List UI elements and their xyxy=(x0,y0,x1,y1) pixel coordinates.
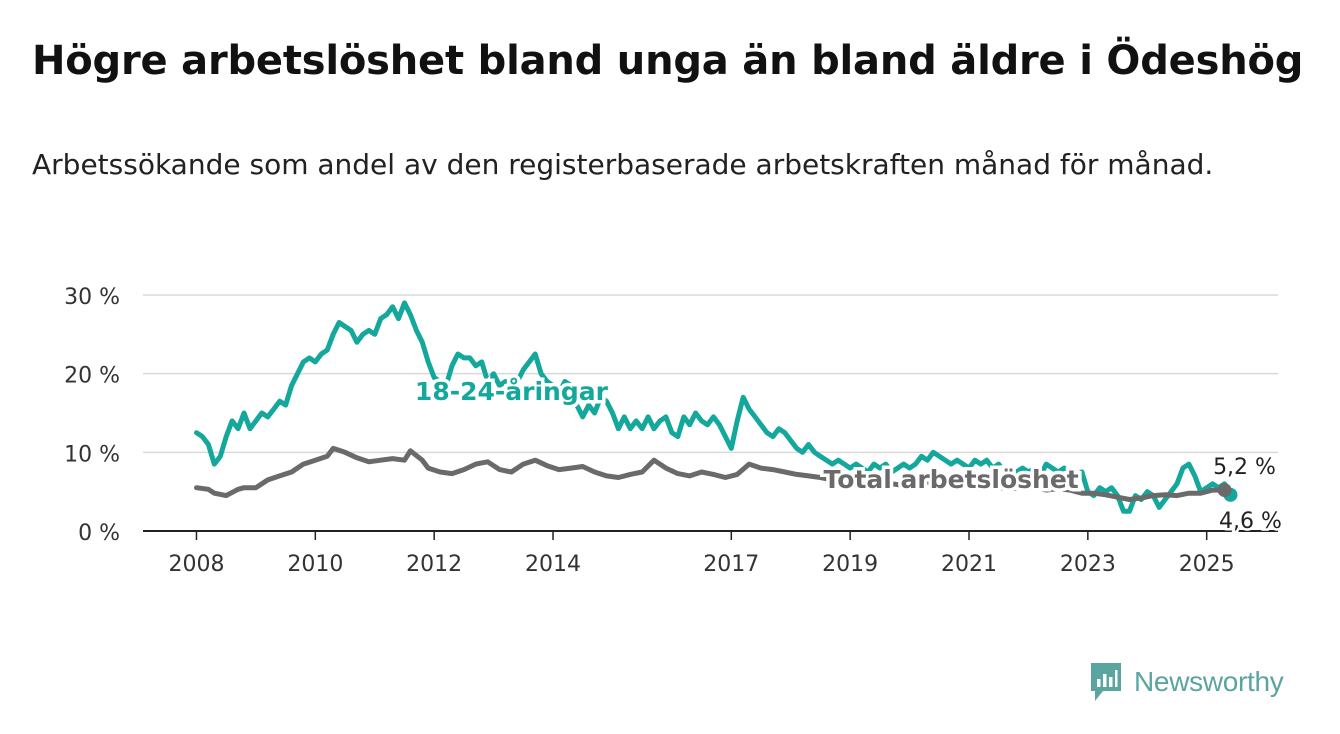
y-tick-label: 0 % xyxy=(78,521,120,546)
x-tick-label: 2012 xyxy=(406,552,462,577)
y-axis: 0 % 10 % 20 % 30 % xyxy=(64,285,120,546)
series-annotation: Total arbetslöshet xyxy=(824,465,1079,494)
series-line-1 xyxy=(194,445,1227,502)
y-tick-label: 20 % xyxy=(64,364,120,389)
x-tick-label: 2014 xyxy=(525,552,581,577)
series-line-0 xyxy=(194,300,1233,514)
series-end-label: 5,2 % xyxy=(1213,455,1276,480)
series-labels: 4,6 % 5,2 % 18-24-åringar Total arbetslöshe… xyxy=(411,373,1284,536)
grid-lines xyxy=(143,294,1278,454)
series-end-marker-1 xyxy=(1217,483,1232,498)
series-annotation: 18-24-åringar xyxy=(415,377,609,406)
chart-subtitle: Arbetssökande som andel av den registerb… xyxy=(32,148,1214,181)
newsworthy-logo-icon xyxy=(1091,663,1121,701)
brand-logo: Newsworthy xyxy=(1088,660,1284,704)
x-tick-label: 2019 xyxy=(822,552,878,577)
x-tick-label: 2023 xyxy=(1060,552,1116,577)
x-axis: 2008 2010 2012 2014 2017 2019 2021 2023 2025 xyxy=(143,530,1278,577)
brand-name: Newsworthy xyxy=(1134,666,1284,697)
x-tick-label: 2010 xyxy=(287,552,343,577)
series-lines xyxy=(194,300,1238,514)
chart-title: Högre arbetslöshet bland unga än bland ä… xyxy=(32,38,1304,84)
x-tick-label: 2008 xyxy=(168,552,224,577)
x-tick-label: 2021 xyxy=(941,552,997,577)
x-tick-label: 2025 xyxy=(1179,552,1235,577)
x-tick-label: 2017 xyxy=(703,552,759,577)
series-end-label: 4,6 % xyxy=(1219,509,1282,534)
y-tick-label: 10 % xyxy=(64,442,120,467)
y-tick-label: 30 % xyxy=(64,285,120,310)
